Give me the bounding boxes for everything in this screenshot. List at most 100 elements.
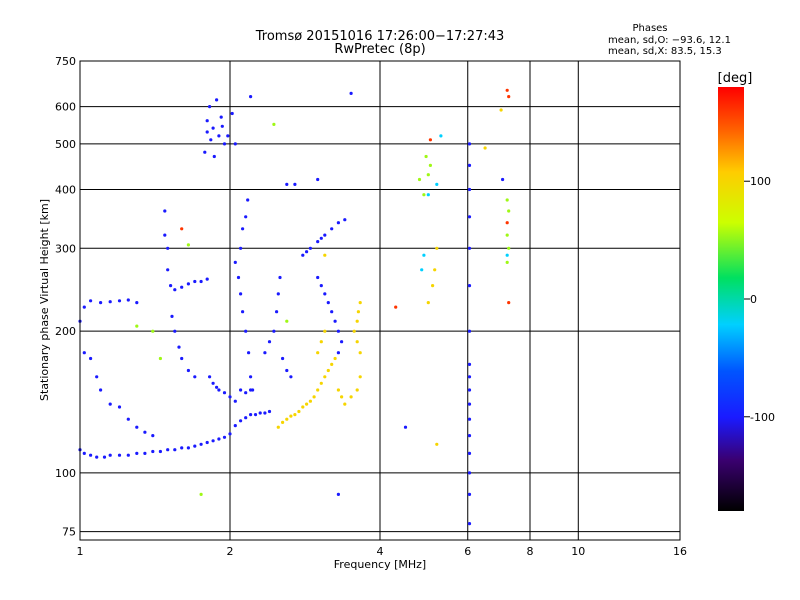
echo-point	[355, 340, 359, 344]
echo-point	[467, 451, 472, 455]
echo-point	[246, 198, 250, 202]
echo-point	[108, 453, 112, 457]
echo-point	[424, 154, 428, 159]
echo-point	[217, 134, 221, 138]
echo-point	[433, 268, 437, 272]
echo-point	[211, 126, 215, 130]
echo-point	[316, 388, 320, 392]
echo-point	[336, 351, 340, 355]
echo-point	[108, 300, 112, 304]
echo-point	[249, 375, 253, 379]
echo-point	[467, 417, 472, 421]
colorbar	[718, 87, 744, 511]
echo-point	[285, 417, 289, 421]
echo-point	[180, 285, 184, 289]
echo-point	[99, 301, 103, 305]
echo-point	[135, 301, 139, 305]
echo-point	[305, 250, 309, 254]
echo-point	[215, 385, 219, 389]
colorbar-tick-label: 0	[750, 293, 757, 306]
echo-point	[163, 209, 167, 213]
echo-point	[193, 444, 197, 448]
echo-point	[220, 124, 224, 128]
echo-point	[428, 163, 432, 167]
echo-point	[205, 130, 209, 134]
echo-point	[82, 451, 86, 455]
echo-point	[208, 105, 212, 109]
echo-point	[89, 356, 93, 361]
echo-point	[151, 329, 155, 333]
echo-point	[199, 442, 203, 446]
echo-point	[467, 215, 472, 219]
echo-point	[186, 243, 190, 247]
echo-point	[233, 260, 237, 264]
echo-point	[82, 305, 86, 309]
echo-point	[467, 522, 472, 526]
echo-point	[151, 449, 155, 454]
echo-point	[209, 138, 213, 142]
echo-point	[281, 420, 285, 424]
echo-point	[330, 310, 334, 314]
echo-point	[244, 416, 248, 420]
echo-point	[241, 227, 245, 231]
echo-point	[95, 375, 99, 379]
echo-point	[228, 432, 232, 436]
echo-point	[355, 388, 359, 392]
echo-point	[467, 284, 472, 288]
echo-point	[230, 111, 234, 116]
chart-title: Tromsø 20151016 17:26:00−17:27:43	[255, 29, 505, 44]
echo-point	[126, 298, 130, 302]
x-tick-label: 4	[377, 545, 384, 558]
phase-stats-o: mean, sd,O: −93.6, 12.1	[608, 35, 731, 46]
echo-point	[505, 260, 509, 264]
echo-point	[249, 413, 253, 417]
echo-point	[336, 388, 340, 392]
echo-point	[263, 411, 267, 415]
echo-point	[467, 402, 472, 406]
echo-point	[219, 115, 223, 119]
echo-point	[467, 434, 472, 438]
x-tick-label: 1	[77, 545, 84, 558]
echo-point	[507, 209, 511, 213]
echo-point	[308, 246, 312, 250]
echo-point	[323, 329, 327, 333]
echo-point	[247, 351, 251, 355]
echo-point	[323, 253, 327, 257]
echo-point	[239, 388, 243, 392]
echo-point	[319, 381, 323, 385]
echo-point	[467, 187, 472, 192]
echo-point	[343, 218, 347, 222]
echo-point	[102, 455, 107, 459]
echo-point	[435, 246, 439, 250]
y-tick-label: 200	[55, 325, 76, 338]
echo-point	[355, 319, 359, 323]
echo-point	[186, 368, 190, 373]
x-tick-label: 2	[227, 545, 234, 558]
echo-point	[180, 356, 184, 361]
echo-point	[135, 425, 139, 429]
echo-point	[308, 399, 312, 403]
echo-point	[483, 146, 487, 150]
echo-point	[316, 240, 320, 244]
echo-point	[117, 405, 122, 409]
echo-point	[326, 368, 330, 373]
echo-point	[135, 451, 139, 455]
echo-point	[222, 142, 227, 146]
echo-point	[166, 268, 170, 272]
echo-point	[126, 453, 130, 457]
echo-point	[336, 329, 340, 333]
phase-stats-x: mean, sd,X: 83.5, 15.3	[608, 46, 722, 57]
echo-point	[233, 399, 237, 403]
colorbar-label: [deg]	[718, 71, 753, 86]
echo-point	[316, 177, 320, 182]
echo-point	[173, 288, 177, 292]
echo-point	[193, 375, 197, 379]
echo-point	[312, 395, 316, 399]
echo-point	[426, 193, 430, 197]
echo-point	[297, 409, 301, 414]
echo-point	[356, 310, 360, 314]
echo-point	[239, 292, 243, 296]
echo-point	[422, 253, 426, 257]
echo-point	[352, 329, 356, 333]
